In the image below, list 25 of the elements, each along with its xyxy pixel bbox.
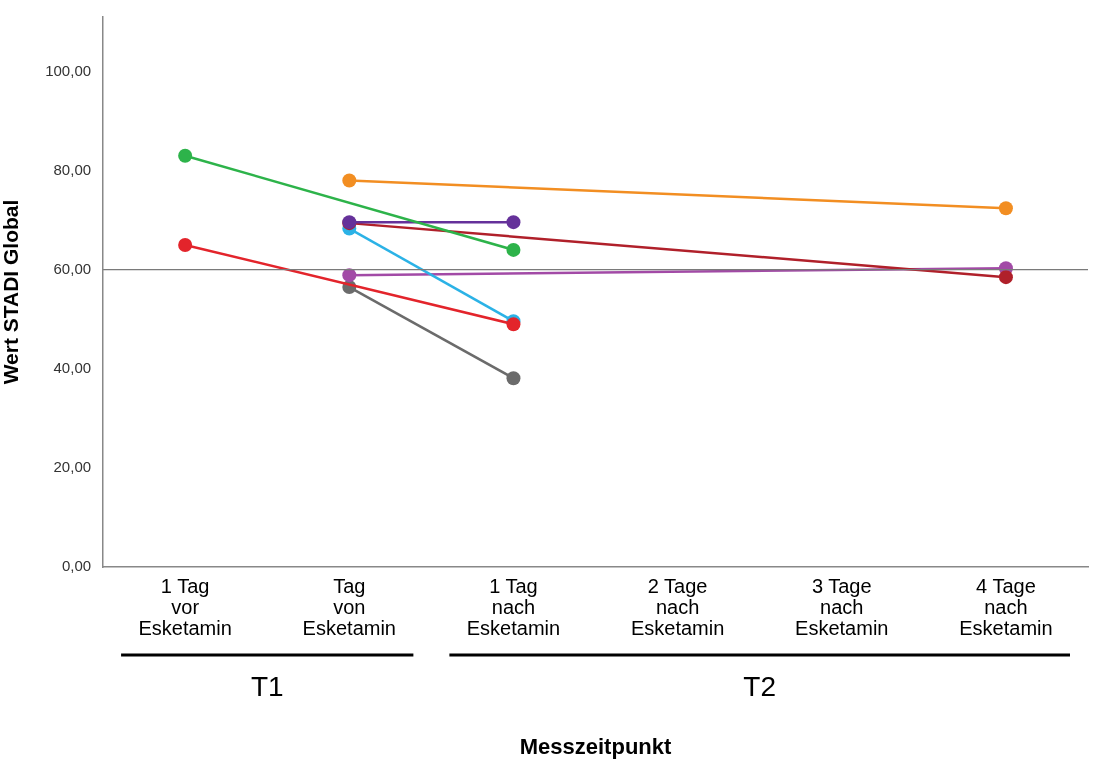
point — [998, 201, 1013, 216]
x-tick-label: Tag von Esketamin — [302, 575, 396, 640]
y-tick-label: 100,00 — [45, 61, 92, 79]
y-tick-label: 20,00 — [53, 458, 92, 476]
point — [342, 268, 357, 283]
point — [342, 173, 357, 188]
x-tick-label: 1 Tag nach Esketamin — [466, 575, 561, 640]
x-tick-label: 1 Tag vor Esketamin — [138, 575, 232, 640]
y-tick-label: 60,00 — [53, 259, 92, 277]
point — [506, 242, 521, 257]
point — [178, 148, 193, 163]
text: T2 — [743, 670, 777, 702]
point — [506, 215, 521, 230]
x-axis-title: Messzeitpunkt — [519, 734, 672, 760]
point — [178, 237, 193, 252]
y-tick-label: 40,00 — [53, 358, 92, 376]
y-tick-label: 80,00 — [53, 160, 92, 178]
text: T1 — [250, 670, 284, 702]
point — [506, 371, 521, 386]
point — [998, 270, 1013, 285]
y-axis-title: Wert STADI Global — [0, 199, 23, 385]
x-tick-label: 2 Tage nach Esketamin — [630, 575, 725, 640]
x-tick-label: 4 Tage nach Esketamin — [959, 575, 1053, 640]
y-tick-label: 0,00 — [61, 557, 92, 575]
x-tick-label: 3 Tage nach Esketamin — [795, 575, 889, 640]
